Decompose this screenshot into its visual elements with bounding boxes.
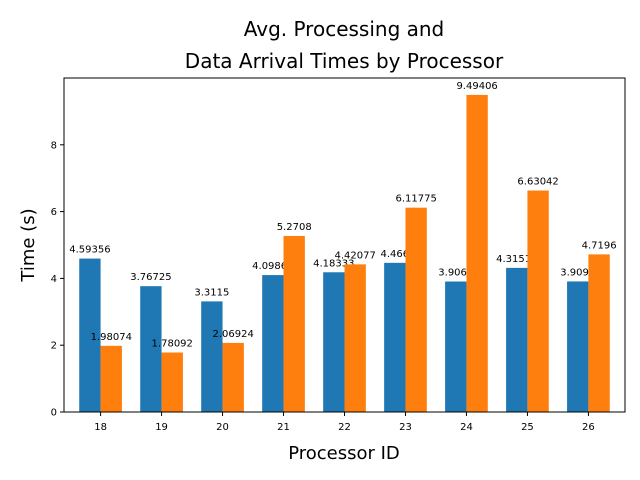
data-label-series-2-26: 4.7196 [582, 240, 617, 251]
bar-series-2-19 [161, 352, 183, 412]
bar-series-2-26 [588, 254, 610, 412]
bar-series-2-24 [466, 94, 488, 413]
y-tick-label: 2 [51, 341, 57, 352]
data-label-series-2-24: 9.49406 [456, 81, 497, 92]
bar-series-1-20 [201, 301, 223, 412]
data-label-series-1-20: 3.3115 [194, 287, 229, 298]
bar-series-1-21 [262, 275, 284, 412]
x-tick-label: 18 [94, 422, 107, 433]
data-label-series-1-21: 4.09867 [252, 261, 293, 272]
plot-area: 4.59356 3.76725 3.3115 4.09867 4.18333 4.466 3… [51, 77, 626, 433]
x-tick-label: 20 [216, 422, 229, 433]
x-tick-label: 23 [399, 422, 412, 433]
data-label-series-2-21: 5.2708 [277, 222, 312, 233]
data-label-series-1-22: 4.18333 [313, 258, 354, 269]
bar-series-2-25 [527, 190, 549, 412]
data-label-series-1-26: 3.9092 [560, 267, 595, 278]
x-tick-label: 22 [338, 422, 351, 433]
bar-series-2-22 [344, 264, 366, 412]
y-tick-label: 0 [51, 408, 57, 419]
bar-series-2-21 [283, 235, 305, 412]
x-tick-label: 25 [521, 422, 534, 433]
data-label-series-1-23: 4.466 [380, 249, 409, 260]
data-label-series-2-25: 6.63042 [517, 177, 558, 188]
y-tick-label: 6 [51, 207, 57, 218]
data-label-series-2-18: 1.98074 [91, 332, 132, 343]
data-label-series-1-25: 4.31519 [496, 254, 537, 265]
chart-title-line-2: Data Arrival Times by Processor [185, 49, 504, 73]
y-tick-label: 4 [51, 274, 57, 285]
data-label-series-1-19: 3.76725 [130, 272, 171, 283]
x-axis-label: Processor ID [288, 443, 400, 464]
data-label-series-1-24: 3.9067 [438, 268, 473, 279]
bar-series-2-20 [222, 342, 244, 412]
bar-series-1-18 [79, 258, 101, 412]
x-tick-label: 24 [460, 422, 473, 433]
chart-title-line-1: Avg. Processing and [244, 17, 445, 41]
y-tick-label: 8 [51, 140, 57, 151]
data-label-series-1-18: 4.59356 [69, 245, 110, 256]
bar-series-2-18 [100, 345, 122, 412]
data-label-series-2-22: 4.42077 [334, 250, 375, 261]
x-tick-label: 26 [582, 422, 595, 433]
x-tick-label: 21 [277, 422, 290, 433]
y-axis-label: Time (s) [18, 208, 39, 282]
bar-series-1-22 [323, 272, 345, 412]
bar-series-1-26 [567, 281, 589, 412]
bar-series-1-23 [384, 262, 406, 412]
data-label-series-2-23: 6.11775 [395, 194, 436, 205]
bar-series-2-23 [405, 207, 427, 412]
data-label-series-2-19: 1.78092 [152, 339, 193, 350]
bar-series-1-24 [445, 281, 467, 412]
x-tick-label: 19 [155, 422, 168, 433]
bar-series-1-19 [140, 286, 162, 412]
bar-series-1-25 [506, 267, 528, 412]
data-label-series-2-20: 2.06924 [213, 329, 254, 340]
